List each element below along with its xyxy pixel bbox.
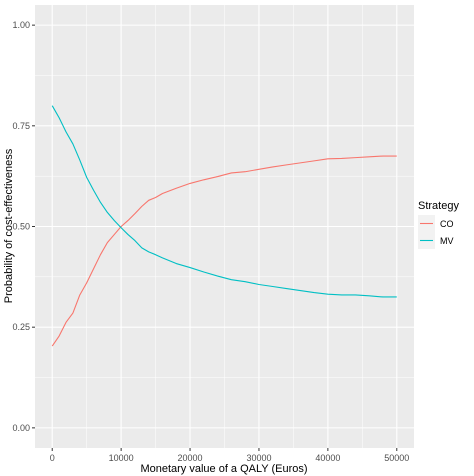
series-lines (51, 105, 397, 347)
y-tick-label: 0.00 (12, 423, 30, 433)
legend: Strategy CO MV (418, 200, 459, 249)
y-axis-title: Probability of cost-effectiveness (3, 148, 15, 303)
series-line-co (51, 155, 397, 347)
x-tick-label: 50000 (384, 453, 409, 463)
legend-label-mv: MV (440, 236, 454, 246)
series-line-mv (51, 105, 397, 298)
x-axis-ticks: 0 10000 20000 30000 40000 50000 (50, 448, 409, 463)
x-tick-label: 40000 (315, 453, 340, 463)
y-tick-label: 0.75 (12, 121, 30, 131)
y-axis-ticks: 0.00 0.25 0.50 0.75 1.00 (12, 20, 35, 433)
y-tick-label: 1.00 (12, 20, 30, 30)
x-tick-label: 30000 (246, 453, 271, 463)
x-axis-title: Monetary value of a QALY (Euros) (140, 463, 307, 475)
x-tick-label: 0 (50, 453, 55, 463)
y-tick-label: 0.25 (12, 322, 30, 332)
y-tick-label: 0.50 (12, 222, 30, 232)
legend-title: Strategy (418, 200, 459, 212)
x-tick-label: 20000 (178, 453, 203, 463)
legend-items: CO MV (418, 215, 454, 249)
legend-label-co: CO (440, 219, 454, 229)
x-tick-label: 10000 (109, 453, 134, 463)
